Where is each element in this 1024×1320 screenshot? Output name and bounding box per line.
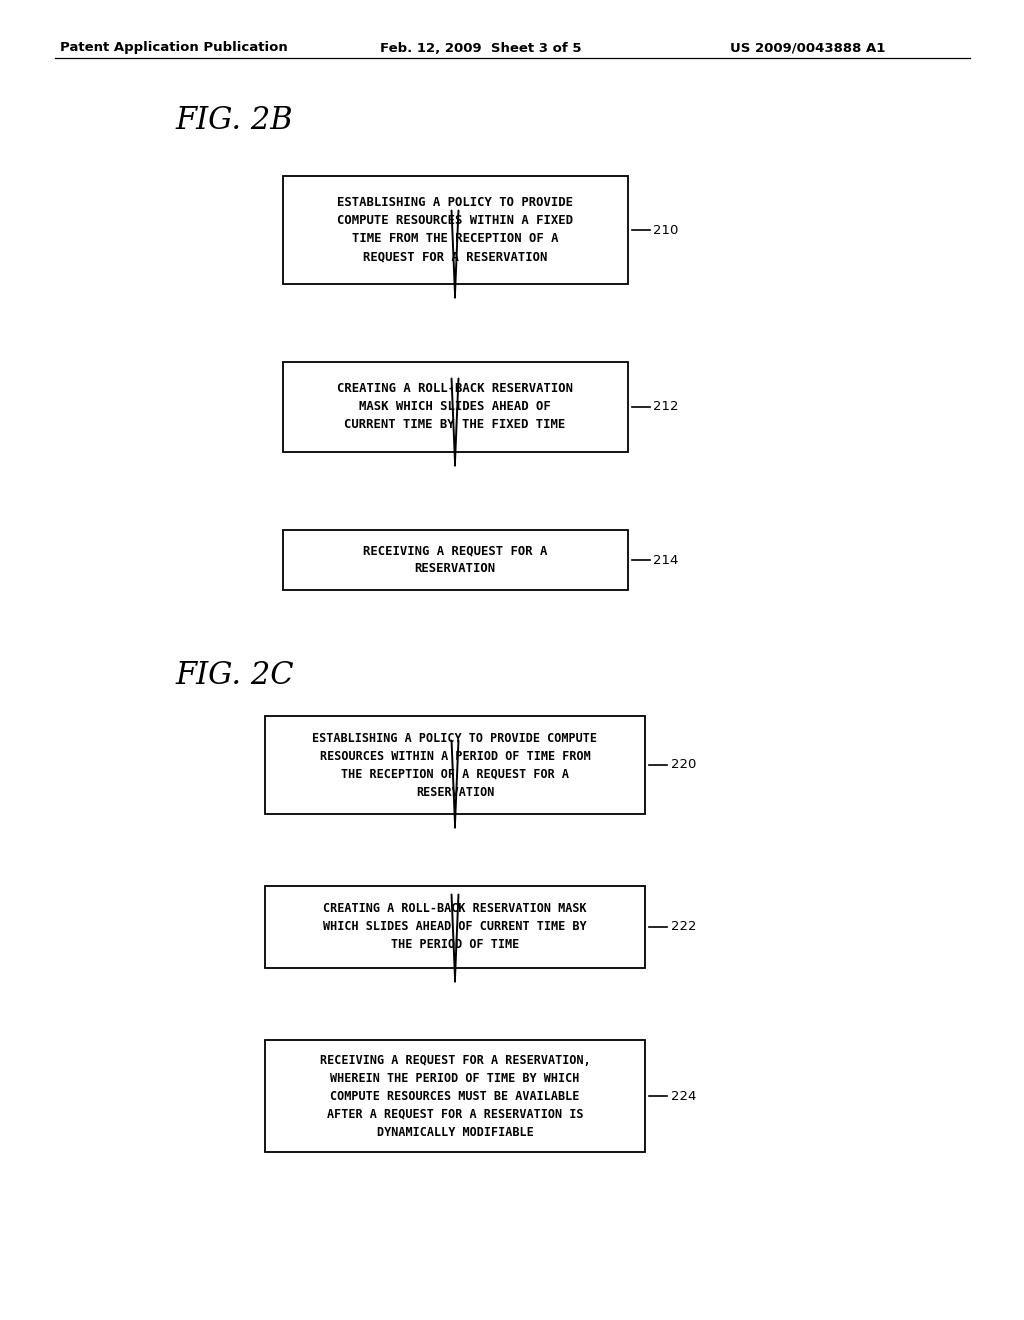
Bar (283, 362, 628, 451)
Bar (265, 886, 645, 968)
Text: 224: 224 (671, 1089, 696, 1102)
Text: CREATING A ROLL-BACK RESERVATION
MASK WHICH SLIDES AHEAD OF
CURRENT TIME BY THE : CREATING A ROLL-BACK RESERVATION MASK WH… (337, 383, 573, 432)
Text: ESTABLISHING A POLICY TO PROVIDE COMPUTE
RESOURCES WITHIN A PERIOD OF TIME FROM
: ESTABLISHING A POLICY TO PROVIDE COMPUTE… (312, 731, 597, 799)
Text: Feb. 12, 2009  Sheet 3 of 5: Feb. 12, 2009 Sheet 3 of 5 (380, 41, 582, 54)
Text: RECEIVING A REQUEST FOR A
RESERVATION: RECEIVING A REQUEST FOR A RESERVATION (362, 544, 547, 576)
Text: RECEIVING A REQUEST FOR A RESERVATION,
WHEREIN THE PERIOD OF TIME BY WHICH
COMPU: RECEIVING A REQUEST FOR A RESERVATION, W… (319, 1053, 591, 1138)
Text: US 2009/0043888 A1: US 2009/0043888 A1 (730, 41, 886, 54)
Text: Patent Application Publication: Patent Application Publication (60, 41, 288, 54)
Bar (283, 176, 628, 284)
Text: ESTABLISHING A POLICY TO PROVIDE
COMPUTE RESOURCES WITHIN A FIXED
TIME FROM THE : ESTABLISHING A POLICY TO PROVIDE COMPUTE… (337, 197, 573, 264)
Text: FIG. 2B: FIG. 2B (175, 106, 293, 136)
Bar (283, 531, 628, 590)
Bar (265, 1040, 645, 1152)
Text: 212: 212 (653, 400, 679, 413)
Text: CREATING A ROLL-BACK RESERVATION MASK
WHICH SLIDES AHEAD OF CURRENT TIME BY
THE : CREATING A ROLL-BACK RESERVATION MASK WH… (324, 903, 587, 952)
Text: FIG. 2C: FIG. 2C (175, 660, 294, 690)
Text: 214: 214 (653, 553, 679, 566)
Text: 210: 210 (653, 223, 679, 236)
Text: 222: 222 (671, 920, 696, 933)
Bar (265, 715, 645, 814)
Text: 220: 220 (671, 759, 696, 771)
